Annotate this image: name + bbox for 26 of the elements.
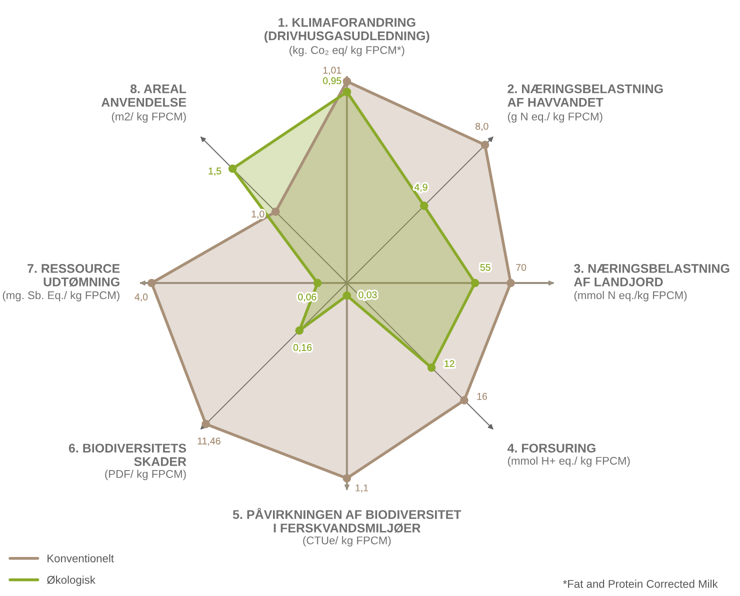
text: 1,01 [323, 66, 342, 75]
spoke-label: 1. KLIMAFORANDRING (DRIVHUSGASUDLEDNING) (kg. Co₂ eq/ kg FPCM*) [264, 18, 430, 56]
text: 16 [477, 392, 487, 400]
spoke-label: 5. PÅVIRKNINGEN AF BIODIVERSITET I FERSKVANDSMILJØER (CTUe/ kg FPCM) [232, 508, 462, 547]
text: 11,46 [198, 438, 220, 446]
text: *Fat and Protein Corrected Milk [562, 580, 718, 588]
text: 4,0 [134, 294, 148, 302]
text: 0,16 [293, 344, 312, 352]
text: 12 [444, 360, 454, 368]
text: 4,9 [414, 184, 428, 192]
spoke-label: 3. NÆRINGSBELASTNING AF LANDJORD (mmol N eq./kg FPCM) [574, 264, 730, 302]
spoke-label: 4. FORSURING (mmol H+ eq./ kg FPCM) [507, 444, 630, 467]
legend-label: Konventionelt [48, 554, 114, 562]
spoke-label: 7. RESSOURCE UDTØMNING (mg. Sb. Eq./ kg FPCM) [2, 264, 120, 302]
text: 0,95 [323, 77, 342, 86]
legend-label: Økologisk [47, 576, 96, 586]
text: 70 [516, 264, 526, 271]
text: 1,0 [252, 210, 264, 219]
text: 1,5 [208, 168, 222, 176]
text: 8,0 [476, 122, 488, 131]
text: 0,03 [358, 291, 377, 300]
spoke-label: 6. BIODIVERSITETS SKADER (PDF/ kg FPCM) [68, 444, 186, 480]
spoke-label: 2. NÆRINGSBELASTNING AF HAVVANDET (g N eq./ kg FPCM) [508, 84, 663, 123]
text: 1,1 [356, 484, 368, 492]
spoke-label: 8. AREAL ANVENDELSE (m2/ kg FPCM) [101, 84, 186, 123]
text: 55 [480, 264, 490, 271]
